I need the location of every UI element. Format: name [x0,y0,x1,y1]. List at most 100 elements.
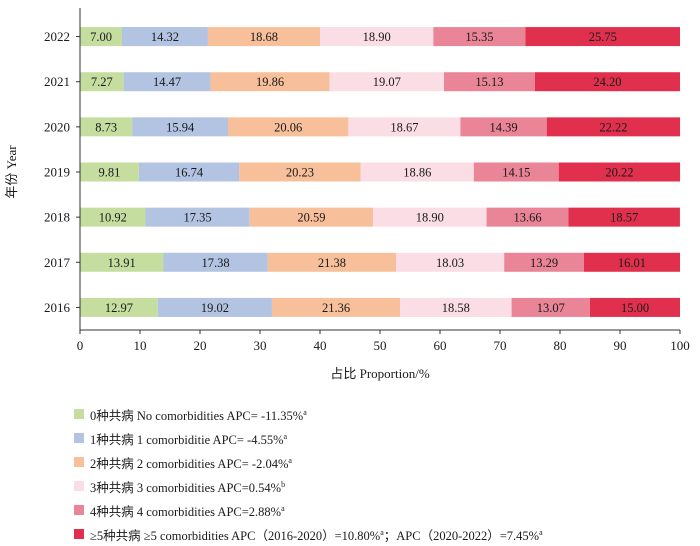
data-label: 17.35 [184,211,212,225]
bar-segment [433,27,526,47]
data-label: 17.38 [202,256,230,270]
legend-item: 3种共病 3 comorbidities APC=0.54%b [74,474,694,498]
legend-label: 3种共病 3 comorbidities APC=0.54%b [90,479,286,495]
data-label: 18.68 [250,30,278,44]
legend-item: 0种共病 No comorbidities APC= -11.35%a [74,402,694,426]
x-tick-label: 20 [194,338,207,353]
bar-segment [80,72,124,92]
bar-segment [360,162,474,182]
bar-segment [138,162,240,182]
data-label: 20.22 [605,166,633,180]
bar-segment [210,72,330,92]
y-tick-label: 2020 [44,119,70,134]
data-label: 14.15 [502,166,530,180]
bar-segment [534,72,680,92]
data-label: 20.23 [286,166,314,180]
y-axis-title: 年份 Year [4,145,19,199]
bar-segment [504,252,584,272]
bars-layer: 7.00 14.32 18.68 18.90 15.35 25.75 7.27 14.47 19… [80,27,681,317]
bar-segment [145,207,250,227]
bar-segment [558,162,681,182]
legend-label: 4种共病 4 comorbidities APC=2.88%a [90,503,285,519]
bar-segment [80,117,133,137]
bar-segment [400,297,512,317]
legend-label: 1种共病 1 comorbiditie APC= -4.55%a [90,431,288,447]
bar-segment [249,207,374,227]
legend-swatch [74,433,84,443]
legend-label: ≥5种共病 ≥5 comorbidities APC（2016-2020）=10… [90,527,543,543]
data-label: 15.35 [465,30,493,44]
data-label: 19.02 [201,301,229,315]
x-axis-title: 占比 Proportion/% [330,366,429,381]
data-label: 20.59 [297,211,325,225]
bar-segment [80,207,146,227]
bar-segment [271,297,401,317]
data-label: 10.92 [99,211,127,225]
data-label: 18.58 [442,301,470,315]
data-label: 25.75 [589,30,617,44]
data-label: 16.74 [175,166,204,180]
data-label: 18.90 [363,30,391,44]
x-tick-label: 70 [494,338,507,353]
x-tick-label: 80 [554,338,567,353]
data-label: 15.13 [475,75,503,89]
bar-segment [525,27,680,47]
data-label: 13.29 [530,256,558,270]
data-label: 21.36 [322,301,350,315]
stacked-bar-chart: 7.00 14.32 18.68 18.90 15.35 25.75 7.27 14.47 19… [4,8,690,381]
data-label: 18.57 [610,211,638,225]
data-label: 18.86 [403,166,431,180]
bar-segment [568,207,680,227]
data-label: 8.73 [95,120,117,134]
data-label: 15.00 [621,301,649,315]
data-label: 19.86 [256,75,284,89]
legend-label: 0种共病 No comorbidities APC= -11.35%a [90,407,307,423]
data-label: 16.01 [618,256,646,270]
bar-segment [460,117,547,137]
bar-segment [80,162,139,182]
data-label: 7.27 [91,75,113,89]
y-tick-label: 2019 [44,165,70,180]
bar-segment [80,27,122,47]
legend-swatch [74,529,84,539]
x-tick-label: 90 [614,338,627,353]
legend-item: 1种共病 1 comorbiditie APC= -4.55%a [74,426,694,450]
legend-item: ≥5种共病 ≥5 comorbidities APC（2016-2020）=10… [74,522,694,546]
bar-segment [123,72,211,92]
bar-segment [444,72,535,92]
bar-segment [329,72,445,92]
data-label: 19.07 [373,75,401,89]
y-tick-label: 2018 [44,210,70,225]
data-label: 7.00 [90,30,112,44]
bar-segment [486,207,569,227]
y-tick-label: 2017 [44,255,71,270]
x-tick-label: 30 [254,338,267,353]
bar-segment [122,27,208,47]
data-label: 18.90 [416,211,444,225]
data-label: 21.38 [318,256,346,270]
legend-label: 2种共病 2 comorbidities APC= -2.04%a [90,455,292,471]
bar-segment [373,207,487,227]
legend-item: 2种共病 2 comorbidities APC= -2.04%a [74,450,694,474]
bar-segment [80,252,164,272]
bar-segment [473,162,559,182]
data-label: 22.22 [599,120,627,134]
data-label: 18.67 [390,120,418,134]
data-label: 13.66 [513,211,541,225]
bar-segment [267,252,397,272]
legend-swatch [74,505,84,515]
y-tick-label: 2021 [44,74,70,89]
legend-item: 4种共病 4 comorbidities APC=2.88%a [74,498,694,522]
data-label: 20.06 [274,120,302,134]
bar-segment [348,117,461,137]
data-label: 13.91 [108,256,136,270]
x-tick-label: 100 [670,338,690,353]
data-label: 12.97 [105,301,133,315]
bar-segment [157,297,272,317]
bar-segment [207,27,320,47]
axes-layer: 2022 2021 2020 2019 2018 2017 2016 0 10 20 30 40 50 6… [44,8,690,353]
x-tick-label: 10 [134,338,147,353]
x-tick-label: 50 [374,338,387,353]
data-label: 18.03 [436,256,464,270]
legend-swatch [74,409,84,419]
